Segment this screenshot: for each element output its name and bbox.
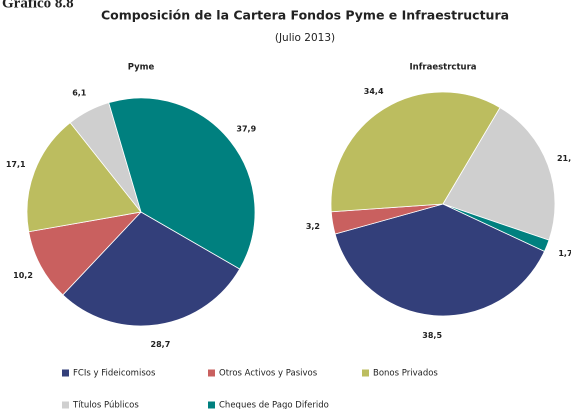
legend-label: Títulos Públicos (72, 401, 139, 409)
pie-slice (330, 91, 501, 213)
pie-slice (442, 203, 550, 252)
value-label: 21,6 (557, 154, 571, 163)
pie-title: Pyme (128, 63, 155, 73)
legend-swatch (362, 369, 369, 377)
value-label: 3,2 (306, 222, 320, 231)
legend-swatch (208, 401, 215, 409)
legend-swatch (62, 369, 69, 377)
pie-slice (26, 122, 142, 233)
legend-swatch (208, 369, 215, 377)
pie-slice (62, 211, 241, 327)
pie-slice (28, 211, 143, 296)
value-label: 38,5 (422, 331, 442, 340)
figure-label: Gráfico 8.8 (2, 0, 74, 11)
value-label: 37,9 (236, 125, 256, 134)
legend-label: FCIs y Fideicomisos (73, 369, 156, 379)
value-label: 17,1 (6, 160, 26, 169)
legend-label: Otros Activos y Pasivos (219, 369, 318, 379)
pie-slice (442, 107, 556, 241)
value-label: 1,7 (558, 249, 571, 258)
pie-slice (334, 203, 546, 317)
chart-subtitle: (Julio 2013) (275, 32, 335, 44)
pie-slice (108, 97, 256, 270)
legend-swatch (62, 401, 69, 409)
pie-title: Infraestrctura (410, 63, 477, 73)
value-label: 6,1 (72, 89, 87, 98)
chart-title: Composición de la Cartera Fondos Pyme e … (101, 8, 509, 23)
legend-label: Bonos Privados (373, 369, 438, 379)
value-label: 10,2 (13, 271, 33, 280)
value-label: 34,4 (364, 87, 384, 96)
legend-label: Cheques de Pago Diferido (219, 401, 329, 409)
value-label: 28,7 (151, 340, 171, 349)
